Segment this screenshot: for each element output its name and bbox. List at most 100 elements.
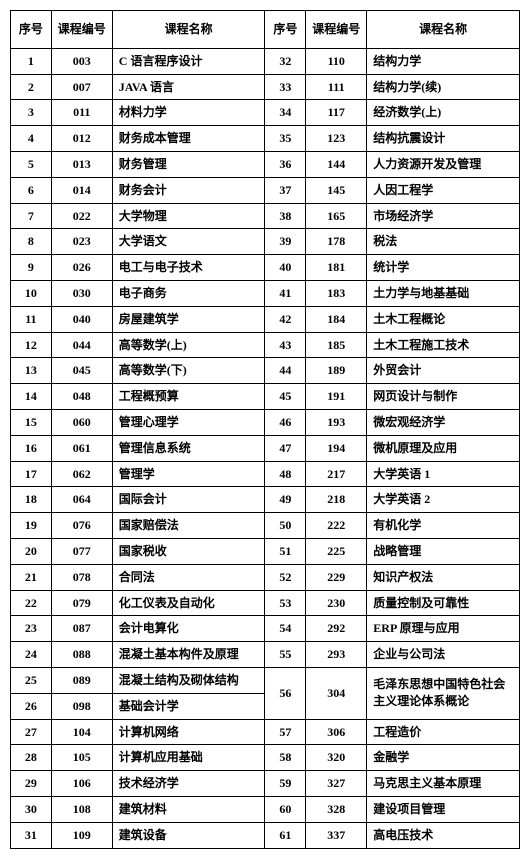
cell-seq: 36 [265, 151, 306, 177]
cell-name: 微宏观经济学 [367, 409, 520, 435]
table-row: 18064国际会计49218大学英语 2 [11, 487, 520, 513]
cell-name: 土木工程施工技术 [367, 332, 520, 358]
cell-name: 企业与公司法 [367, 642, 520, 668]
cell-code: 030 [51, 280, 112, 306]
cell-code: 328 [306, 796, 367, 822]
cell-name: 土木工程概论 [367, 306, 520, 332]
cell-name: 技术经济学 [112, 771, 265, 797]
cell-seq: 32 [265, 48, 306, 74]
cell-code: 178 [306, 229, 367, 255]
cell-name: C 语言程序设计 [112, 48, 265, 74]
cell-name: 财务管理 [112, 151, 265, 177]
cell-seq: 60 [265, 796, 306, 822]
cell-seq: 52 [265, 564, 306, 590]
cell-seq: 12 [11, 332, 52, 358]
cell-code: 193 [306, 409, 367, 435]
cell-code: 044 [51, 332, 112, 358]
header-row: 序号 课程编号 课程名称 序号 课程编号 课程名称 [11, 11, 520, 49]
cell-name: 电子商务 [112, 280, 265, 306]
cell-name: 电工与电子技术 [112, 255, 265, 281]
cell-seq: 27 [11, 719, 52, 745]
cell-seq: 53 [265, 590, 306, 616]
cell-code: 189 [306, 358, 367, 384]
table-row: 2007JAVA 语言33111结构力学(续) [11, 74, 520, 100]
cell-name: 有机化学 [367, 513, 520, 539]
cell-seq: 30 [11, 796, 52, 822]
cell-seq: 22 [11, 590, 52, 616]
table-row: 16061管理信息系统47194微机原理及应用 [11, 435, 520, 461]
cell-name: 税法 [367, 229, 520, 255]
table-row: 19076国家赔偿法50222有机化学 [11, 513, 520, 539]
cell-code: 077 [51, 538, 112, 564]
cell-name: 经济数学(上) [367, 100, 520, 126]
cell-code: 181 [306, 255, 367, 281]
cell-seq: 13 [11, 358, 52, 384]
cell-seq: 4 [11, 126, 52, 152]
cell-code: 144 [306, 151, 367, 177]
table-row: 1003C 语言程序设计32110结构力学 [11, 48, 520, 74]
table-row: 24088混凝土基本构件及原理55293企业与公司法 [11, 642, 520, 668]
cell-code: 061 [51, 435, 112, 461]
cell-seq: 16 [11, 435, 52, 461]
cell-code: 225 [306, 538, 367, 564]
cell-seq: 14 [11, 384, 52, 410]
cell-name: 计算机网络 [112, 719, 265, 745]
table-row: 11040房屋建筑学42184土木工程概论 [11, 306, 520, 332]
cell-code: 183 [306, 280, 367, 306]
cell-code: 104 [51, 719, 112, 745]
cell-code: 109 [51, 822, 112, 848]
cell-seq: 38 [265, 203, 306, 229]
cell-code: 293 [306, 642, 367, 668]
cell-seq: 23 [11, 616, 52, 642]
cell-code: 165 [306, 203, 367, 229]
cell-name: 财务成本管理 [112, 126, 265, 152]
cell-name: 大学物理 [112, 203, 265, 229]
cell-seq: 2 [11, 74, 52, 100]
cell-seq: 3 [11, 100, 52, 126]
cell-code: 076 [51, 513, 112, 539]
cell-code: 014 [51, 177, 112, 203]
cell-seq: 33 [265, 74, 306, 100]
table-row: 7022大学物理38165市场经济学 [11, 203, 520, 229]
cell-code: 327 [306, 771, 367, 797]
cell-name: 国家税收 [112, 538, 265, 564]
cell-seq: 43 [265, 332, 306, 358]
cell-seq: 55 [265, 642, 306, 668]
table-row: 23087会计电算化54292ERP 原理与应用 [11, 616, 520, 642]
cell-code: 184 [306, 306, 367, 332]
cell-seq: 39 [265, 229, 306, 255]
table-row: 29106技术经济学59327马克思主义基本原理 [11, 771, 520, 797]
cell-name: 大学语文 [112, 229, 265, 255]
cell-code: 060 [51, 409, 112, 435]
table-row: 4012财务成本管理35123结构抗震设计 [11, 126, 520, 152]
cell-name: 微机原理及应用 [367, 435, 520, 461]
cell-seq: 19 [11, 513, 52, 539]
cell-code: 320 [306, 745, 367, 771]
cell-code: 185 [306, 332, 367, 358]
table-row: 8023大学语文39178税法 [11, 229, 520, 255]
cell-code: 117 [306, 100, 367, 126]
cell-name: 工程概预算 [112, 384, 265, 410]
cell-seq: 59 [265, 771, 306, 797]
table-row: 9026电工与电子技术40181统计学 [11, 255, 520, 281]
cell-seq: 47 [265, 435, 306, 461]
cell-seq: 18 [11, 487, 52, 513]
cell-seq: 49 [265, 487, 306, 513]
cell-code: 194 [306, 435, 367, 461]
cell-name: 高电压技术 [367, 822, 520, 848]
cell-code: 105 [51, 745, 112, 771]
cell-seq: 26 [11, 693, 52, 719]
cell-name: 基础会计学 [112, 693, 265, 719]
cell-name: 毛泽东思想中国特色社会主义理论体系概论 [367, 667, 520, 719]
cell-name: 材料力学 [112, 100, 265, 126]
cell-seq: 42 [265, 306, 306, 332]
cell-code: 079 [51, 590, 112, 616]
cell-name: 建设项目管理 [367, 796, 520, 822]
cell-seq: 6 [11, 177, 52, 203]
table-row: 30108建筑材料60328建设项目管理 [11, 796, 520, 822]
cell-code: 337 [306, 822, 367, 848]
table-row: 22079化工仪表及自动化53230质量控制及可靠性 [11, 590, 520, 616]
cell-seq: 35 [265, 126, 306, 152]
cell-name: 土力学与地基基础 [367, 280, 520, 306]
cell-seq: 40 [265, 255, 306, 281]
